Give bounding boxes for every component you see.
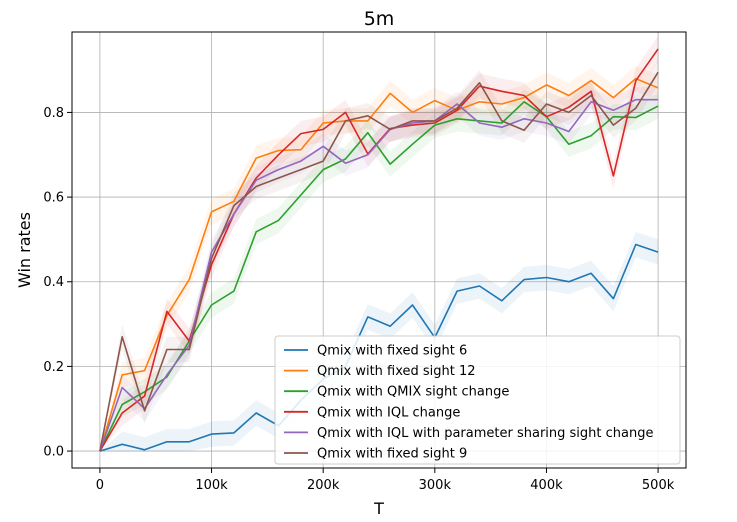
x-tick-label: 0 (96, 478, 104, 493)
x-tick-label: 100k (195, 478, 228, 493)
x-tick-label: 200k (307, 478, 340, 493)
y-axis-label: Win rates (15, 212, 34, 288)
series-line (99, 71, 659, 452)
y-axis-ticks: 0.0 0.2 0.4 0.6 0.8 (43, 106, 72, 460)
x-tick-label: 400k (530, 478, 563, 493)
y-tick-label: 0.6 (43, 191, 64, 206)
x-tick-label: 300k (419, 478, 452, 493)
legend-label: Qmix with fixed sight 12 (317, 364, 476, 379)
legend-box (274, 335, 681, 465)
series-lines (99, 48, 659, 452)
legend-label: Qmix with IQL change (317, 405, 460, 420)
chart-title: 5m (364, 8, 395, 30)
x-tick-label: 500k (642, 478, 675, 493)
x-axis-ticks: 0 100k 200k 300k 400k 500k (96, 468, 675, 493)
series-line (99, 77, 659, 452)
legend-label: Qmix with fixed sight 9 (317, 447, 467, 462)
y-tick-label: 0.2 (43, 360, 64, 375)
y-tick-label: 0.4 (43, 275, 64, 290)
legend-label: Qmix with QMIX sight change (317, 385, 509, 400)
series-line (99, 98, 659, 452)
series-line (99, 243, 659, 452)
legend-label: Qmix with fixed sight 6 (317, 344, 467, 359)
legend: Qmix with fixed sight 6 Qmix with fixed s… (274, 335, 681, 465)
series-band (99, 231, 659, 452)
x-axis-label: T (373, 499, 384, 518)
plot-frame (71, 31, 687, 469)
y-tick-label: 0.8 (43, 106, 64, 121)
legend-label: Qmix with IQL with parameter sharing sig… (317, 426, 653, 441)
y-tick-label: 0.0 (43, 445, 64, 460)
